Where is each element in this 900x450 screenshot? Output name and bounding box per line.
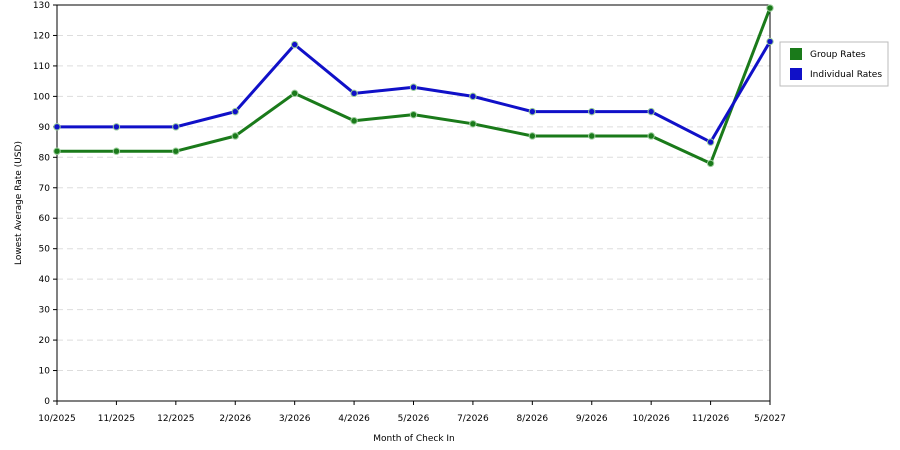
point [647, 107, 655, 116]
point [112, 147, 121, 155]
x-tick-label: 8/2026 [516, 414, 548, 424]
x-tick-label: 9/2026 [576, 414, 608, 424]
y-tick-label: 90 [39, 123, 51, 133]
point [766, 4, 774, 12]
x-tick-label: 12/2025 [157, 414, 194, 424]
point [290, 89, 299, 98]
y-tick-label: 20 [39, 336, 51, 346]
x-tick-label: 5/2027 [754, 414, 786, 424]
x-tick-label: 10/2025 [38, 414, 75, 424]
legend-swatch [790, 48, 802, 60]
point [469, 92, 477, 101]
x-tick-label: 11/2025 [98, 414, 135, 424]
point [350, 89, 358, 98]
point [528, 132, 537, 140]
point [409, 110, 418, 119]
point [112, 123, 121, 131]
x-tick-label: 2/2026 [219, 414, 251, 424]
x-tick-label: 11/2026 [692, 414, 730, 424]
legend-label: Individual Rates [810, 70, 882, 80]
y-axis-label: Lowest Average Rate (USD) [14, 141, 24, 265]
point [766, 37, 774, 46]
series-line [57, 40, 772, 144]
x-axis-label: Month of Check In [373, 434, 455, 444]
y-tick-label: 30 [39, 306, 51, 316]
plot-frame [56, 4, 771, 402]
y-tick-label: 100 [33, 92, 50, 102]
point [706, 138, 715, 146]
y-tick-label: 50 [39, 245, 51, 255]
point [172, 123, 180, 131]
point [231, 107, 239, 116]
x-tick-label: 7/2026 [457, 414, 489, 424]
point [53, 123, 61, 131]
point [231, 132, 239, 140]
y-tick-label: 10 [39, 367, 51, 377]
y-tick-label: 40 [39, 275, 51, 285]
point [172, 147, 180, 155]
x-tick-label: 4/2026 [338, 414, 370, 424]
point [706, 159, 715, 168]
x-tick-label: 3/2026 [279, 414, 311, 424]
point [290, 40, 299, 49]
point [528, 107, 537, 116]
point [647, 132, 655, 140]
legend-label: Group Rates [810, 50, 866, 60]
point [350, 117, 358, 125]
y-tick-label: 120 [33, 31, 50, 41]
y-tick-label: 70 [39, 184, 51, 194]
point [409, 83, 418, 91]
point [588, 132, 596, 140]
y-tick-label: 60 [39, 214, 51, 224]
y-tick-label: 130 [33, 1, 50, 11]
y-tick-label: 80 [39, 153, 51, 163]
y-tick-label: 110 [33, 62, 50, 72]
x-tick-label: 5/2026 [398, 414, 430, 424]
point [469, 120, 477, 128]
legend-swatch [790, 68, 802, 80]
point [53, 147, 61, 155]
y-tick-label: 0 [44, 397, 50, 407]
point [588, 107, 596, 116]
x-tick-label: 10/2026 [632, 414, 670, 424]
